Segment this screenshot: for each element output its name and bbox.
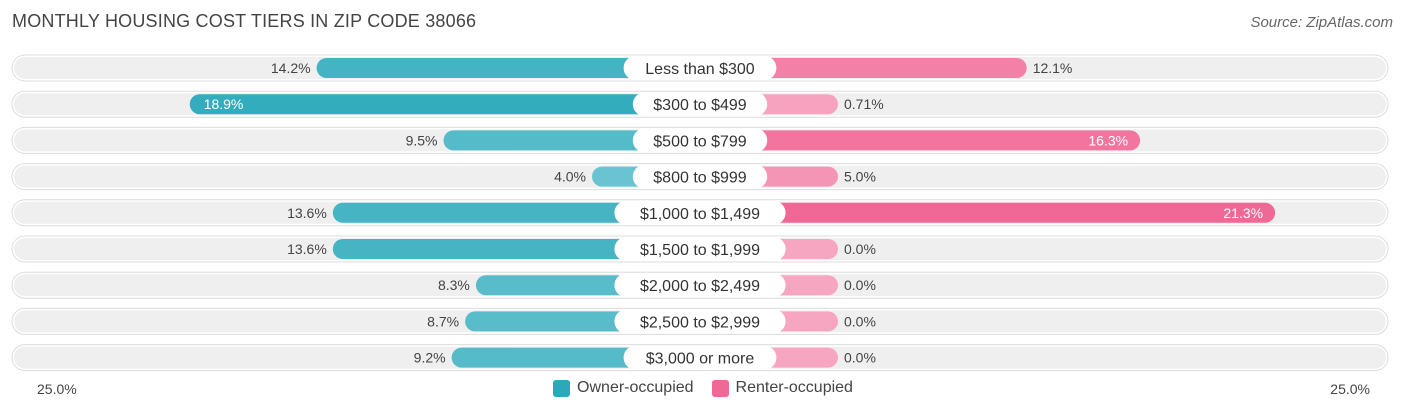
category-pill — [614, 200, 786, 225]
legend: Owner-occupied Renter-occupied — [0, 379, 1406, 397]
category-label: $800 to $999 — [653, 170, 747, 187]
renter-bar[interactable] — [690, 130, 1141, 151]
category-label: $2,000 to $2,499 — [640, 278, 760, 295]
renter-value-label: 16.3% — [1088, 132, 1128, 148]
owner-value-label: 13.6% — [287, 241, 327, 257]
category-pill — [632, 164, 768, 189]
renter-value-label: 0.0% — [844, 277, 876, 293]
legend-swatch-renter — [711, 379, 729, 397]
category-pill — [614, 237, 786, 261]
chart-title: MONTHLY HOUSING COST TIERS IN ZIP CODE 3… — [12, 11, 477, 31]
owner-value-label: 4.0% — [554, 169, 586, 185]
source-label: Source: ZipAtlas.com — [1250, 14, 1393, 31]
legend-swatch-owner — [553, 379, 571, 397]
legend-item-renter[interactable]: Renter-occupied — [711, 379, 853, 397]
renter-bar[interactable] — [690, 202, 1276, 223]
owner-value-label: 8.3% — [438, 277, 470, 293]
category-label: $1,000 to $1,499 — [640, 206, 760, 223]
category-pill — [632, 92, 768, 117]
renter-value-label: 5.0% — [844, 169, 876, 185]
owner-bar[interactable] — [189, 94, 710, 115]
axis-label-right: 25.0% — [1330, 381, 1370, 397]
category-label: $500 to $799 — [653, 133, 747, 150]
legend-item-owner[interactable]: Owner-occupied — [553, 379, 694, 397]
owner-value-label: 8.7% — [427, 313, 459, 329]
renter-value-label: 12.1% — [1033, 60, 1073, 76]
owner-value-label: 14.2% — [271, 60, 311, 76]
category-pill — [623, 56, 777, 80]
owner-value-label: 18.9% — [204, 96, 244, 112]
renter-value-label: 21.3% — [1223, 205, 1263, 221]
owner-bar[interactable] — [316, 58, 710, 78]
category-label: $1,500 to $1,999 — [640, 242, 760, 259]
category-pill — [614, 273, 786, 298]
category-pill — [632, 128, 768, 153]
owner-value-label: 9.2% — [414, 350, 446, 366]
category-label: Less than $300 — [645, 61, 755, 78]
renter-value-label: 0.71% — [844, 96, 884, 112]
owner-value-label: 13.6% — [287, 205, 327, 221]
axis-label-left: 25.0% — [37, 381, 77, 397]
category-label: $2,500 to $2,999 — [640, 314, 760, 331]
renter-value-label: 0.0% — [844, 241, 876, 257]
category-label: $300 to $499 — [653, 97, 747, 114]
legend-label-owner: Owner-occupied — [577, 379, 694, 396]
owner-value-label: 9.5% — [406, 132, 438, 148]
legend-label-renter: Renter-occupied — [735, 379, 853, 396]
category-pill — [614, 309, 786, 334]
renter-value-label: 0.0% — [844, 350, 876, 366]
renter-value-label: 0.0% — [844, 313, 876, 329]
category-label: $3,000 or more — [646, 351, 755, 368]
category-pill — [623, 345, 777, 370]
